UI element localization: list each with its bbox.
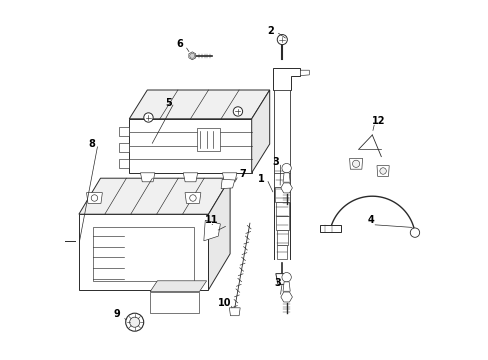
Circle shape — [189, 53, 194, 58]
Circle shape — [352, 160, 359, 167]
Text: 1: 1 — [258, 174, 264, 184]
Polygon shape — [280, 292, 292, 302]
Polygon shape — [129, 119, 251, 173]
Polygon shape — [184, 193, 201, 203]
Circle shape — [91, 195, 98, 201]
Text: 12: 12 — [371, 116, 385, 126]
Circle shape — [129, 317, 140, 327]
Polygon shape — [300, 70, 309, 76]
Polygon shape — [275, 187, 289, 202]
Polygon shape — [140, 173, 155, 182]
Polygon shape — [275, 202, 288, 216]
Polygon shape — [119, 159, 129, 168]
Polygon shape — [283, 282, 289, 291]
Polygon shape — [150, 281, 206, 292]
Polygon shape — [93, 227, 194, 281]
Text: 6: 6 — [176, 39, 183, 49]
Polygon shape — [221, 179, 234, 189]
Polygon shape — [277, 245, 287, 259]
Circle shape — [125, 313, 143, 331]
Polygon shape — [196, 128, 220, 151]
Polygon shape — [274, 90, 289, 173]
Polygon shape — [274, 173, 289, 187]
Polygon shape — [183, 173, 197, 182]
Circle shape — [189, 195, 196, 201]
Polygon shape — [188, 52, 195, 60]
Circle shape — [379, 168, 386, 174]
Circle shape — [282, 273, 291, 282]
Polygon shape — [251, 90, 269, 173]
Polygon shape — [376, 166, 388, 176]
Polygon shape — [229, 308, 240, 316]
Text: 5: 5 — [165, 98, 172, 108]
Text: 3: 3 — [272, 157, 279, 167]
Polygon shape — [275, 274, 288, 284]
Text: 7: 7 — [239, 169, 245, 179]
Polygon shape — [203, 220, 220, 241]
Text: 10: 10 — [218, 298, 231, 309]
Circle shape — [277, 35, 287, 45]
Circle shape — [409, 228, 419, 237]
Polygon shape — [79, 214, 208, 290]
Text: 2: 2 — [267, 26, 274, 36]
Circle shape — [233, 107, 242, 116]
Polygon shape — [273, 68, 300, 90]
Polygon shape — [119, 127, 129, 136]
Polygon shape — [275, 216, 288, 230]
Circle shape — [143, 113, 153, 122]
Polygon shape — [276, 230, 287, 245]
Polygon shape — [319, 225, 341, 232]
Text: 9: 9 — [113, 309, 120, 319]
Polygon shape — [280, 183, 292, 193]
Polygon shape — [86, 193, 102, 203]
Polygon shape — [119, 143, 129, 152]
Polygon shape — [208, 178, 230, 290]
Polygon shape — [283, 173, 289, 182]
Polygon shape — [79, 178, 230, 214]
Polygon shape — [222, 173, 236, 182]
Text: 3: 3 — [274, 278, 281, 288]
Polygon shape — [129, 90, 269, 119]
Text: 8: 8 — [88, 139, 95, 149]
Circle shape — [282, 163, 291, 173]
Polygon shape — [150, 292, 199, 313]
Polygon shape — [349, 158, 362, 169]
Text: 4: 4 — [367, 215, 374, 225]
Text: 11: 11 — [204, 215, 218, 225]
